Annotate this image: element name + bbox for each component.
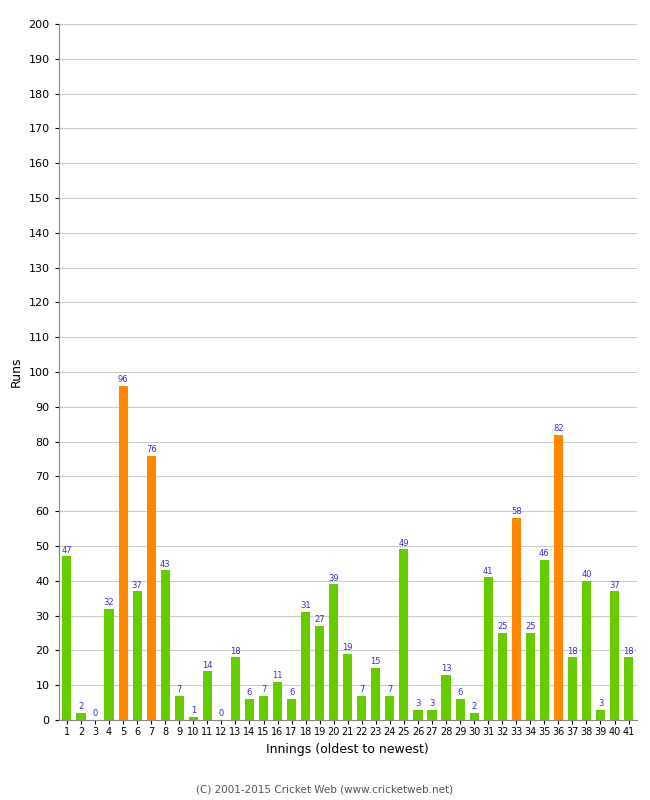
Bar xyxy=(118,386,127,720)
Text: 7: 7 xyxy=(261,685,266,694)
Text: 0: 0 xyxy=(92,710,98,718)
Text: (C) 2001-2015 Cricket Web (www.cricketweb.net): (C) 2001-2015 Cricket Web (www.cricketwe… xyxy=(196,784,454,794)
Text: 76: 76 xyxy=(146,445,157,454)
Bar xyxy=(554,434,563,720)
Text: 2: 2 xyxy=(471,702,476,711)
Bar xyxy=(245,699,254,720)
Bar xyxy=(512,518,521,720)
Bar xyxy=(329,584,338,720)
Text: 13: 13 xyxy=(441,664,451,673)
Bar xyxy=(498,633,507,720)
Bar xyxy=(540,560,549,720)
Text: 18: 18 xyxy=(567,646,578,656)
Text: 96: 96 xyxy=(118,375,129,384)
Text: 39: 39 xyxy=(328,574,339,582)
Bar xyxy=(441,674,450,720)
Text: 7: 7 xyxy=(177,685,182,694)
Text: 43: 43 xyxy=(160,560,170,569)
Text: 3: 3 xyxy=(429,699,435,708)
Bar xyxy=(301,612,310,720)
Text: 27: 27 xyxy=(315,615,325,624)
Text: 6: 6 xyxy=(289,688,294,698)
Bar xyxy=(371,668,380,720)
Bar xyxy=(105,609,114,720)
Text: 14: 14 xyxy=(202,661,213,670)
Bar xyxy=(596,710,605,720)
Text: 37: 37 xyxy=(609,581,620,590)
Bar xyxy=(315,626,324,720)
Bar xyxy=(484,578,493,720)
Text: 49: 49 xyxy=(398,538,409,548)
Text: 47: 47 xyxy=(62,546,72,554)
Bar xyxy=(188,717,198,720)
Bar xyxy=(175,696,184,720)
Bar xyxy=(413,710,423,720)
Bar xyxy=(456,699,465,720)
Text: 37: 37 xyxy=(132,581,142,590)
Text: 3: 3 xyxy=(598,699,603,708)
Text: 40: 40 xyxy=(581,570,592,579)
Bar xyxy=(428,710,437,720)
Bar xyxy=(624,658,633,720)
Bar xyxy=(610,591,619,720)
Text: 15: 15 xyxy=(370,657,381,666)
Text: 25: 25 xyxy=(497,622,508,631)
Bar xyxy=(582,581,591,720)
Bar xyxy=(343,654,352,720)
Text: 7: 7 xyxy=(359,685,365,694)
Bar xyxy=(273,682,282,720)
Text: 2: 2 xyxy=(79,702,84,711)
Text: 46: 46 xyxy=(539,549,550,558)
Text: 41: 41 xyxy=(483,566,493,575)
Text: 3: 3 xyxy=(415,699,421,708)
Text: 18: 18 xyxy=(623,646,634,656)
Bar xyxy=(259,696,268,720)
Text: 6: 6 xyxy=(247,688,252,698)
Bar xyxy=(287,699,296,720)
Text: 58: 58 xyxy=(511,507,521,517)
Bar xyxy=(147,455,156,720)
Text: 0: 0 xyxy=(219,710,224,718)
Text: 19: 19 xyxy=(343,643,353,652)
Text: 82: 82 xyxy=(553,424,564,433)
Bar xyxy=(469,713,478,720)
Bar xyxy=(133,591,142,720)
Text: 1: 1 xyxy=(190,706,196,714)
Text: 11: 11 xyxy=(272,671,283,680)
Bar xyxy=(385,696,395,720)
Bar xyxy=(231,658,240,720)
Text: 7: 7 xyxy=(387,685,393,694)
Text: 18: 18 xyxy=(230,646,240,656)
Text: 25: 25 xyxy=(525,622,536,631)
Bar xyxy=(526,633,535,720)
Bar xyxy=(77,713,86,720)
Text: 6: 6 xyxy=(458,688,463,698)
Text: 31: 31 xyxy=(300,602,311,610)
Y-axis label: Runs: Runs xyxy=(10,357,23,387)
Text: 32: 32 xyxy=(104,598,114,607)
Bar xyxy=(358,696,367,720)
Bar xyxy=(161,570,170,720)
X-axis label: Innings (oldest to newest): Innings (oldest to newest) xyxy=(266,742,429,755)
Bar xyxy=(399,550,408,720)
Bar xyxy=(203,671,212,720)
Bar xyxy=(568,658,577,720)
Bar xyxy=(62,557,72,720)
